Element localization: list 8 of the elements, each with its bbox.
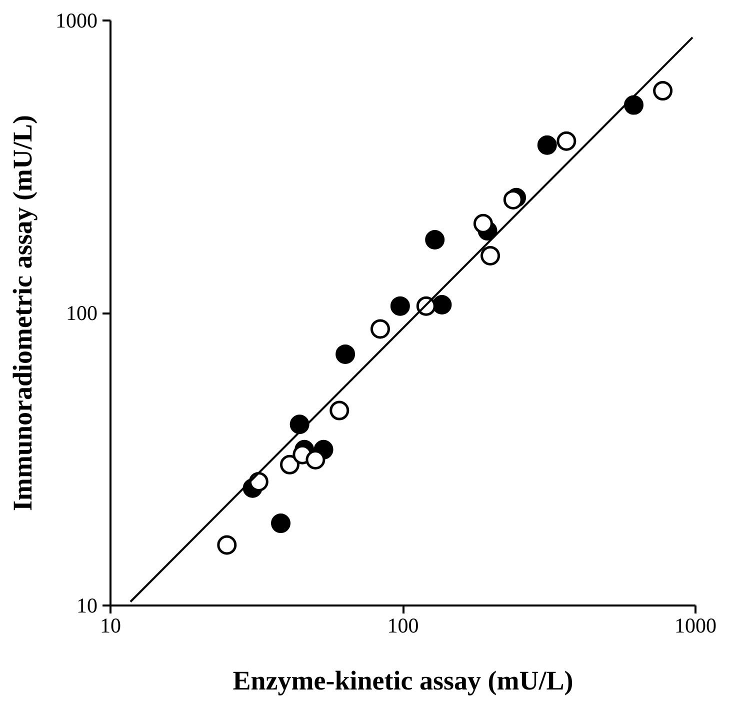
x-tick-label: 10: [100, 614, 121, 638]
y-tick-label: 100: [66, 301, 98, 325]
x-axis-title: Enzyme-kinetic assay (mU/L): [232, 666, 574, 696]
y-tick-label: 10: [76, 594, 98, 618]
x-tick-label: 100: [387, 614, 419, 638]
y-axis-title: Immunoradiometric assay (mU/L): [8, 115, 38, 511]
y-tick-label: 1000: [56, 8, 98, 32]
x-tick-label: 1000: [674, 614, 716, 638]
